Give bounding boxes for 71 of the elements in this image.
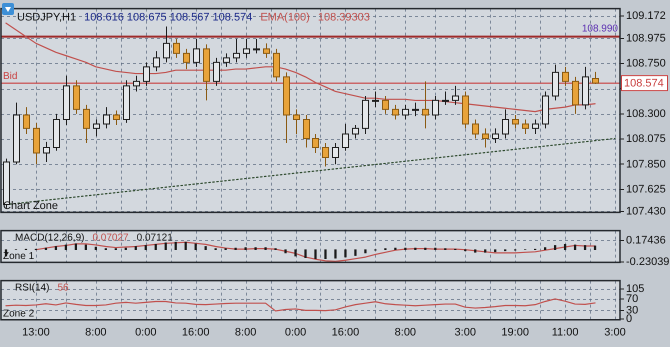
x-tick-label: 0:00 xyxy=(284,326,306,338)
bar xyxy=(574,244,576,250)
x-tick-label: 8:00 xyxy=(85,326,107,338)
y-tick-label: 108.750 xyxy=(626,58,666,70)
x-tick-label: 8:00 xyxy=(394,326,416,338)
annotation: 0.07027 xyxy=(92,232,130,244)
annotation: Zone 2 xyxy=(3,308,35,320)
chart-title: RSI(14) xyxy=(15,282,50,294)
annotation: Chart Zone xyxy=(3,200,58,212)
bar xyxy=(424,248,426,250)
annotation: 108.39303 xyxy=(318,12,370,24)
bar xyxy=(204,246,207,250)
bar xyxy=(134,246,137,250)
annotation: 56 xyxy=(57,282,70,294)
chart-subtitle: 108.616 108.675 108.567 108.574 xyxy=(84,12,252,24)
x-tick-label: 19:00 xyxy=(501,326,529,338)
bar xyxy=(234,248,237,250)
bar xyxy=(84,244,87,250)
bar xyxy=(584,245,586,250)
bar xyxy=(404,248,406,250)
bar xyxy=(164,242,167,250)
bar xyxy=(124,248,127,250)
y-tick-label: 108.975 xyxy=(626,32,666,44)
ref-line-label: 108.990 xyxy=(582,23,618,34)
x-tick-label: 16:00 xyxy=(332,326,360,338)
bar xyxy=(594,246,596,250)
bar xyxy=(484,249,486,253)
bar xyxy=(194,244,197,250)
bar xyxy=(64,244,68,250)
x-tick-label: 8:00 xyxy=(234,326,256,338)
y-tick-label: 108.300 xyxy=(626,108,666,120)
bar xyxy=(184,242,187,250)
y-tick-label: 108.075 xyxy=(626,133,666,146)
y-tick-label: 0 xyxy=(626,312,632,325)
bar xyxy=(474,249,476,253)
y-tick-label: 105 xyxy=(626,282,644,295)
x-tick-label: 3:00 xyxy=(454,326,476,338)
bar xyxy=(434,248,436,250)
bar xyxy=(264,247,267,250)
bar xyxy=(554,245,556,250)
text: EMA(100) xyxy=(260,12,310,24)
chart-title: USDJPY,H1 xyxy=(17,12,76,24)
y-tick-label: 107.430 xyxy=(626,205,666,218)
y-tick-label: -0.23039 xyxy=(626,256,670,268)
x-tick-label: 13:00 xyxy=(22,326,50,338)
bar xyxy=(144,245,147,250)
annotation: Bid xyxy=(3,70,18,82)
bar xyxy=(414,248,416,250)
bar xyxy=(154,244,157,250)
y-tick-label: 70 xyxy=(626,292,638,305)
y-tick-label: 109.172 xyxy=(626,10,666,22)
bar xyxy=(394,248,396,250)
bar xyxy=(94,246,97,250)
bar xyxy=(544,247,546,250)
bar xyxy=(174,242,177,250)
y-tick-label: 0.17436 xyxy=(626,234,666,246)
bar xyxy=(244,247,247,250)
ref-line-label: 108.574 xyxy=(624,78,664,90)
x-tick-label: 0:00 xyxy=(135,326,156,338)
bar xyxy=(494,249,496,252)
bar xyxy=(254,247,257,250)
y-tick-label: 107.850 xyxy=(626,158,666,170)
annotation: 0.07121 xyxy=(136,232,174,244)
annotation: Zone 1 xyxy=(3,251,35,262)
x-tick-label: 16:00 xyxy=(182,326,210,338)
bar xyxy=(74,244,78,250)
bar xyxy=(54,246,58,250)
y-tick-label: 107.625 xyxy=(626,183,666,196)
x-tick-label: 3:00 xyxy=(604,326,626,338)
x-tick-label: 11:00 xyxy=(552,326,578,338)
chart-title: MACD(12,26,9) xyxy=(15,232,84,244)
